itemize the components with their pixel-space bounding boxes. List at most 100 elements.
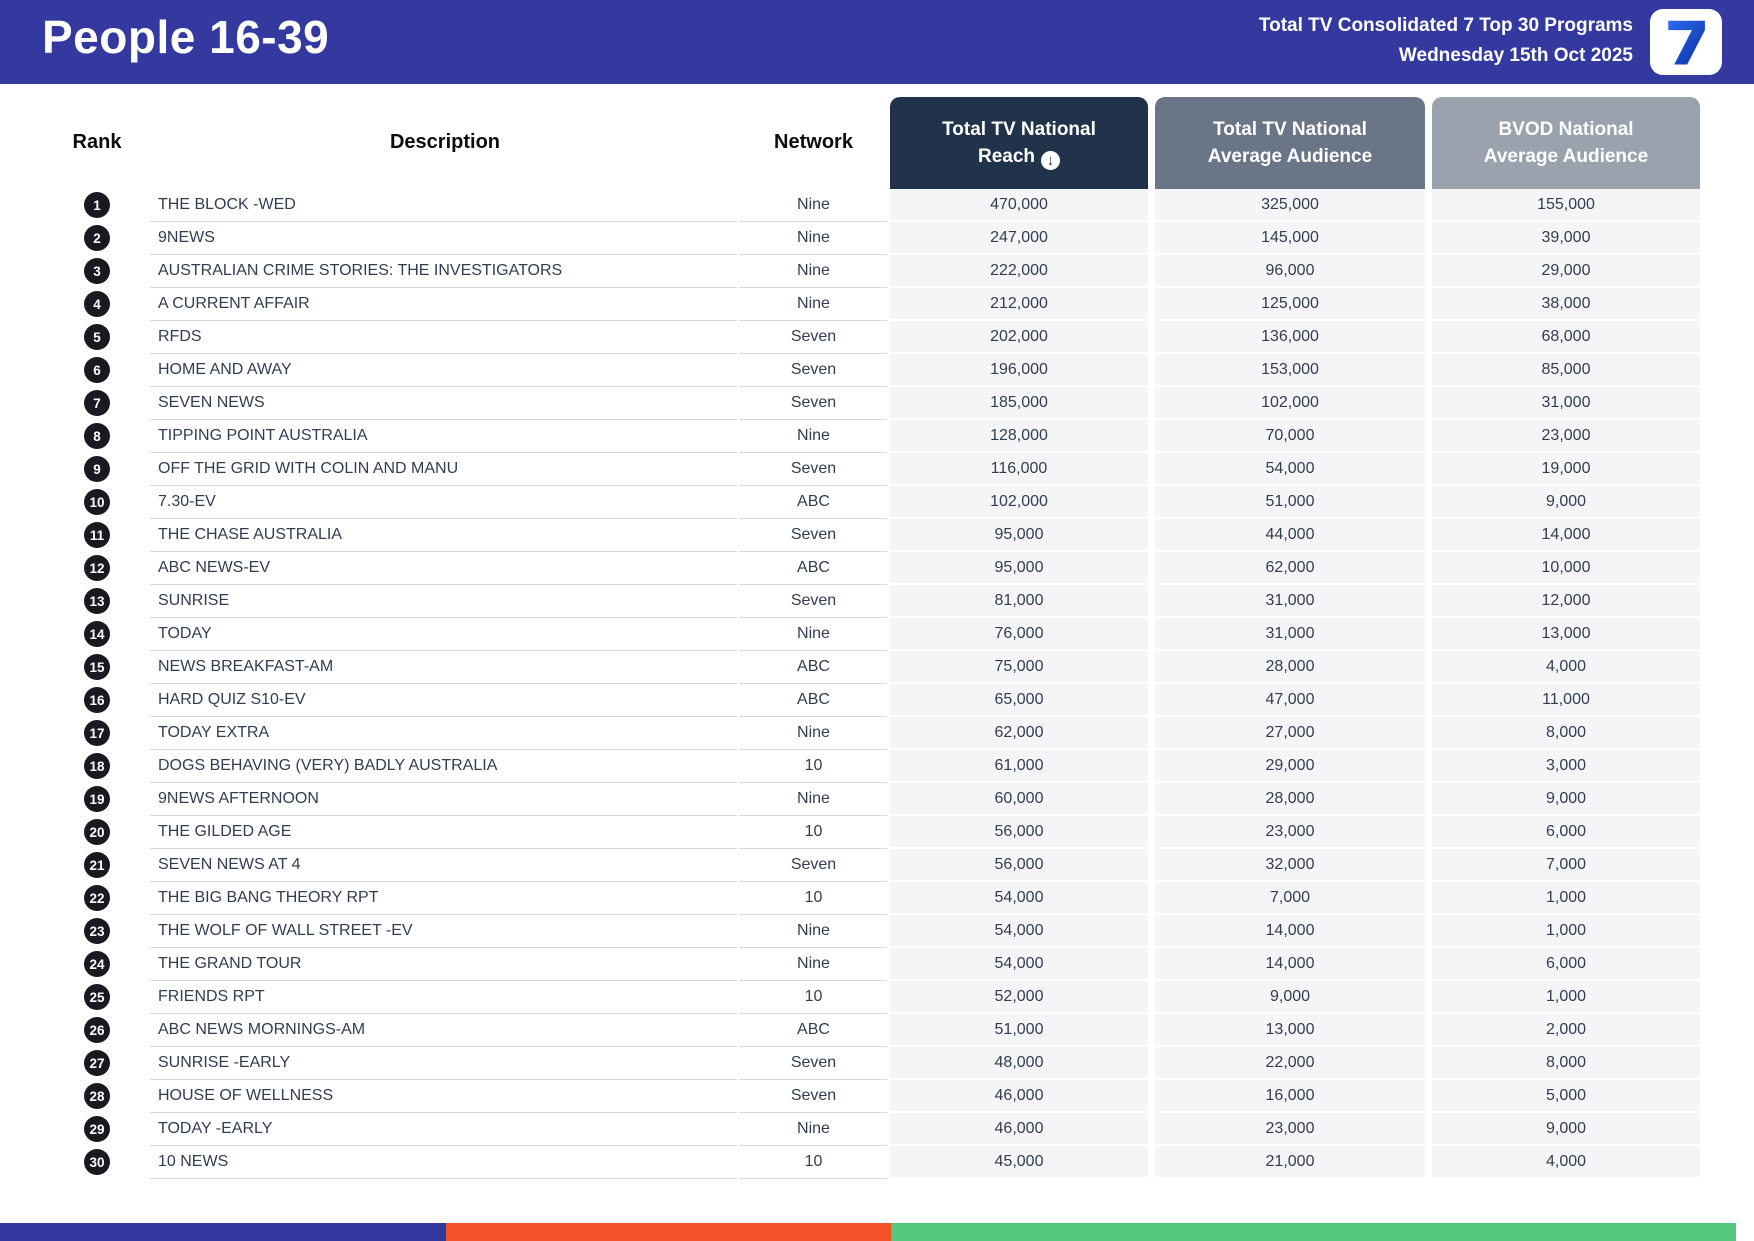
table-row: 13 SUNRISE Seven 81,000 31,000 12,000 bbox=[0, 585, 1754, 618]
rank-number: 4 bbox=[93, 296, 101, 312]
rank-badge: 5 bbox=[84, 324, 110, 350]
bvod-value-cell: 23,000 bbox=[1432, 420, 1700, 453]
rank-badge: 6 bbox=[84, 357, 110, 383]
table-row: 10 7.30-EV ABC 102,000 51,000 9,000 bbox=[0, 486, 1754, 519]
avg-audience-value-cell: 16,000 bbox=[1155, 1080, 1425, 1113]
rank-number: 16 bbox=[89, 692, 105, 708]
bvod-value-cell: 155,000 bbox=[1432, 189, 1700, 222]
avg-audience-value-cell: 27,000 bbox=[1155, 717, 1425, 750]
rank-badge: 10 bbox=[84, 489, 110, 515]
table-row: 17 TODAY EXTRA Nine 62,000 27,000 8,000 bbox=[0, 717, 1754, 750]
rank-badge: 27 bbox=[84, 1050, 110, 1076]
avg-audience-value-cell: 7,000 bbox=[1155, 882, 1425, 915]
network-cell: 10 bbox=[740, 750, 887, 783]
bvod-value-cell: 9,000 bbox=[1432, 783, 1700, 816]
table-row: 16 HARD QUIZ S10-EV ABC 65,000 47,000 11… bbox=[0, 684, 1754, 717]
avg-audience-value-cell: 44,000 bbox=[1155, 519, 1425, 552]
description-cell: RFDS bbox=[150, 321, 737, 354]
reach-value-cell: 56,000 bbox=[890, 849, 1148, 882]
rank-number: 5 bbox=[93, 329, 101, 345]
bvod-value-cell: 2,000 bbox=[1432, 1014, 1700, 1047]
description-cell: A CURRENT AFFAIR bbox=[150, 288, 737, 321]
bvod-value-cell: 68,000 bbox=[1432, 321, 1700, 354]
description-cell: HOME AND AWAY bbox=[150, 354, 737, 387]
network-cell: Seven bbox=[740, 585, 887, 618]
table-row: 11 THE CHASE AUSTRALIA Seven 95,000 44,0… bbox=[0, 519, 1754, 552]
avg-audience-value-cell: 62,000 bbox=[1155, 552, 1425, 585]
network-cell: Seven bbox=[740, 1080, 887, 1113]
rank-badge: 28 bbox=[84, 1083, 110, 1109]
description-cell: 9NEWS AFTERNOON bbox=[150, 783, 737, 816]
table-row: 25 FRIENDS RPT 10 52,000 9,000 1,000 bbox=[0, 981, 1754, 1014]
network-cell: 10 bbox=[740, 1146, 887, 1179]
rank-badge: 17 bbox=[84, 720, 110, 746]
rank-number: 25 bbox=[89, 989, 105, 1005]
network-cell: ABC bbox=[740, 684, 887, 717]
footer-bar-segment-orange bbox=[445, 1223, 892, 1241]
avg-audience-value-cell: 23,000 bbox=[1155, 1113, 1425, 1146]
table-row: 14 TODAY Nine 76,000 31,000 13,000 bbox=[0, 618, 1754, 651]
avg-audience-value-cell: 31,000 bbox=[1155, 585, 1425, 618]
footer-bar-segment-blue bbox=[0, 1223, 446, 1241]
rank-number: 17 bbox=[89, 725, 105, 741]
description-cell: TODAY EXTRA bbox=[150, 717, 737, 750]
avg-audience-value-cell: 28,000 bbox=[1155, 651, 1425, 684]
page-title: People 16-39 bbox=[42, 11, 330, 63]
description-cell: SEVEN NEWS bbox=[150, 387, 737, 420]
avg-header-line2: Average Audience bbox=[1207, 146, 1373, 167]
network-cell: Nine bbox=[740, 288, 887, 321]
rank-badge: 22 bbox=[84, 885, 110, 911]
bvod-value-cell: 38,000 bbox=[1432, 288, 1700, 321]
rank-number: 23 bbox=[89, 923, 105, 939]
network-cell: Nine bbox=[740, 1113, 887, 1146]
column-header-description: Description bbox=[389, 131, 501, 153]
description-cell: SEVEN NEWS AT 4 bbox=[150, 849, 737, 882]
avg-audience-value-cell: 28,000 bbox=[1155, 783, 1425, 816]
network-cell: Seven bbox=[740, 354, 887, 387]
description-cell: TIPPING POINT AUSTRALIA bbox=[150, 420, 737, 453]
table-row: 3 AUSTRALIAN CRIME STORIES: THE INVESTIG… bbox=[0, 255, 1754, 288]
table-row: 26 ABC NEWS MORNINGS-AM ABC 51,000 13,00… bbox=[0, 1014, 1754, 1047]
description-cell: 10 NEWS bbox=[150, 1146, 737, 1179]
rank-badge: 25 bbox=[84, 984, 110, 1010]
rank-badge: 13 bbox=[84, 588, 110, 614]
reach-value-cell: 60,000 bbox=[890, 783, 1148, 816]
network-cell: Seven bbox=[740, 519, 887, 552]
reach-value-cell: 65,000 bbox=[890, 684, 1148, 717]
rank-number: 19 bbox=[89, 791, 105, 807]
column-header-total-tv-reach[interactable]: Total TV National Reach ↓ bbox=[890, 97, 1148, 189]
reach-value-cell: 247,000 bbox=[890, 222, 1148, 255]
rank-number: 20 bbox=[89, 824, 105, 840]
avg-audience-value-cell: 102,000 bbox=[1155, 387, 1425, 420]
program-table-body: 1 THE BLOCK -WED Nine 470,000 325,000 15… bbox=[0, 189, 1754, 1179]
avg-audience-value-cell: 29,000 bbox=[1155, 750, 1425, 783]
bvod-value-cell: 39,000 bbox=[1432, 222, 1700, 255]
bvod-value-cell: 1,000 bbox=[1432, 882, 1700, 915]
network-cell: Nine bbox=[740, 420, 887, 453]
bvod-value-cell: 9,000 bbox=[1432, 486, 1700, 519]
reach-value-cell: 48,000 bbox=[890, 1047, 1148, 1080]
rank-badge: 29 bbox=[84, 1116, 110, 1142]
reach-value-cell: 76,000 bbox=[890, 618, 1148, 651]
avg-audience-value-cell: 32,000 bbox=[1155, 849, 1425, 882]
rank-badge: 4 bbox=[84, 291, 110, 317]
rank-badge: 8 bbox=[84, 423, 110, 449]
avg-audience-value-cell: 9,000 bbox=[1155, 981, 1425, 1014]
sort-descending-icon[interactable]: ↓ bbox=[1041, 151, 1061, 170]
rank-badge: 16 bbox=[84, 687, 110, 713]
description-cell: ABC NEWS MORNINGS-AM bbox=[150, 1014, 737, 1047]
table-row: 18 DOGS BEHAVING (VERY) BADLY AUSTRALIA … bbox=[0, 750, 1754, 783]
table-row: 24 THE GRAND TOUR Nine 54,000 14,000 6,0… bbox=[0, 948, 1754, 981]
description-cell: THE CHASE AUSTRALIA bbox=[150, 519, 737, 552]
rank-badge: 2 bbox=[84, 225, 110, 251]
network-cell: Nine bbox=[740, 717, 887, 750]
reach-value-cell: 61,000 bbox=[890, 750, 1148, 783]
description-cell: DOGS BEHAVING (VERY) BADLY AUSTRALIA bbox=[150, 750, 737, 783]
table-row: 4 A CURRENT AFFAIR Nine 212,000 125,000 … bbox=[0, 288, 1754, 321]
bvod-value-cell: 31,000 bbox=[1432, 387, 1700, 420]
reach-value-cell: 95,000 bbox=[890, 519, 1148, 552]
rank-number: 28 bbox=[89, 1088, 105, 1104]
column-header-total-tv-avg-audience: Total TV National Average Audience bbox=[1155, 97, 1425, 189]
rank-badge: 21 bbox=[84, 852, 110, 878]
reach-value-cell: 45,000 bbox=[890, 1146, 1148, 1179]
